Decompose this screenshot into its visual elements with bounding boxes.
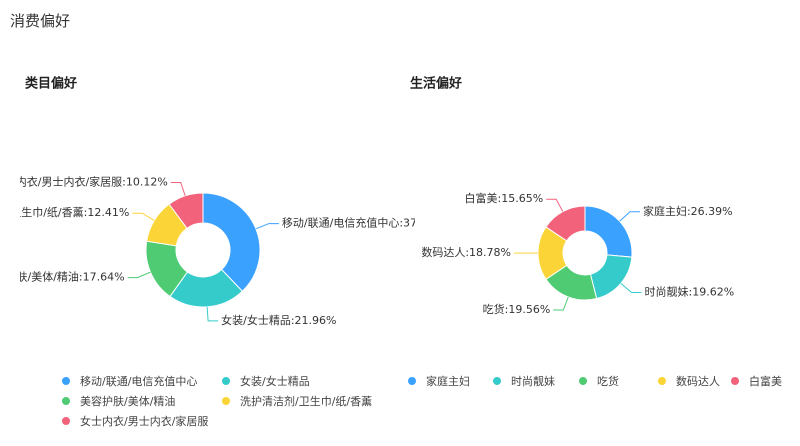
legend-label: 移动/联通/电信充值中心 <box>80 375 198 388</box>
leader-line <box>619 211 640 222</box>
legend-item[interactable]: 时尚靓妹 <box>493 371 579 391</box>
leader-line <box>255 223 279 230</box>
slice <box>584 205 633 258</box>
legend-label: 吃货 <box>597 375 619 388</box>
slice <box>545 205 586 242</box>
legend-swatch <box>658 377 666 385</box>
legend-item[interactable]: 洗护清洁剂/卫生巾/纸/香薰 <box>222 391 382 411</box>
legend-swatch <box>493 377 501 385</box>
data-label: 女士内衣/男士内衣/家居服:10.12% <box>20 175 168 189</box>
legend-label: 时尚靓妹 <box>511 375 555 388</box>
data-label: 家庭主妇:26.39% <box>643 204 733 218</box>
legend-swatch <box>62 377 70 385</box>
leader-line <box>132 212 155 221</box>
data-label: 美容护肤/美体/精油:17.64% <box>20 270 125 284</box>
legend-label: 洗护清洁剂/卫生巾/纸/香薰 <box>240 395 373 408</box>
legend-item[interactable]: 吃货 <box>579 371 658 391</box>
legend-label: 女士内衣/男士内衣/家居服 <box>80 415 209 428</box>
leader-line <box>546 198 564 212</box>
legend-label: 白富美 <box>749 375 782 388</box>
data-label: 女装/女士精品:21.96% <box>221 313 336 327</box>
legend-label: 美容护肤/美体/精油 <box>80 395 176 408</box>
data-label: 洗护清洁剂/卫生巾/纸/香薰:12.41% <box>20 205 129 219</box>
leader-line <box>553 296 569 311</box>
data-label: 白富美:15.65% <box>465 191 544 205</box>
leader-line <box>170 182 186 197</box>
legend-item[interactable]: 女士内衣/男士内衣/家居服 <box>62 411 222 431</box>
legend-swatch <box>222 397 230 405</box>
chart-title: 类目偏好 <box>25 76 77 92</box>
data-label: 时尚靓妹:19.62% <box>645 284 735 298</box>
data-label: 移动/联通/电信充值中心:37.87% <box>282 216 415 230</box>
slice <box>589 254 633 300</box>
slice <box>168 192 204 229</box>
legend-item[interactable]: 移动/联通/电信充值中心 <box>62 371 222 391</box>
leader-line <box>620 283 642 293</box>
legend-item[interactable]: 家庭主妇 <box>408 371 493 391</box>
slice <box>202 192 261 292</box>
data-label: 数码达人:18.78% <box>421 246 511 259</box>
legend: 家庭主妇 时尚靓妹 吃货 数码达人 白富美 <box>408 371 800 391</box>
legend-swatch <box>222 377 230 385</box>
page-title: 消费偏好 <box>10 12 71 30</box>
leader-line <box>127 271 151 279</box>
legend-item[interactable]: 白富美 <box>731 371 791 391</box>
legend-item[interactable]: 数码达人 <box>658 371 731 391</box>
legend-label: 家庭主妇 <box>426 375 470 388</box>
data-label: 吃货:19.56% <box>483 302 551 316</box>
legend-label: 数码达人 <box>676 375 720 388</box>
chart-title: 生活偏好 <box>410 76 462 92</box>
legend-item[interactable]: 美容护肤/美体/精油 <box>62 391 222 411</box>
legend-item[interactable]: 女装/女士精品 <box>222 371 382 391</box>
legend-swatch <box>408 377 416 385</box>
legend-swatch <box>62 417 70 425</box>
legend-swatch <box>62 397 70 405</box>
legend-label: 女装/女士精品 <box>240 375 310 388</box>
legend-swatch <box>579 377 587 385</box>
leader-line <box>206 306 219 322</box>
legend-swatch <box>731 377 739 385</box>
legend: 移动/联通/电信充值中心 女装/女士精品美容护肤/美体/精油 洗护清洁剂/卫生巾/纸… <box>62 371 392 431</box>
